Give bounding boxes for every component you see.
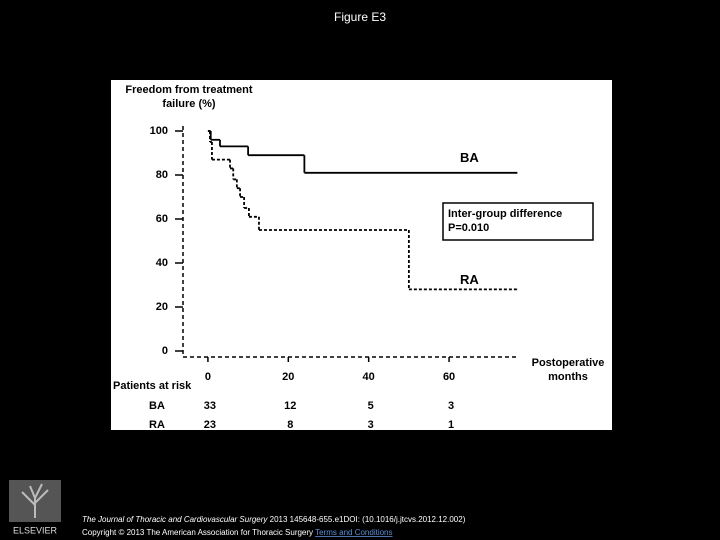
risk-count: 3 <box>368 419 374 431</box>
y-tick-label: 100 <box>150 125 168 137</box>
series-label: BA <box>460 150 479 165</box>
x-tick-label: 0 <box>205 371 211 383</box>
risk-count: 3 <box>448 400 454 412</box>
journal: The Journal of Thoracic and Cardiovascul… <box>82 515 268 524</box>
y-tick-label: 20 <box>156 301 168 313</box>
y-axis-label: Freedom from treatment failure (%) <box>125 84 253 110</box>
risk-table-title: Patients at risk <box>113 380 192 392</box>
risk-count: 1 <box>448 419 454 431</box>
risk-count: 8 <box>287 419 293 431</box>
x-tick-label: 40 <box>363 371 375 383</box>
x-axis-label: Postoperative months <box>531 357 605 383</box>
risk-row-name: RA <box>149 419 165 431</box>
y-tick-label: 80 <box>156 169 168 181</box>
y-tick-label: 0 <box>162 345 168 357</box>
citation: The Journal of Thoracic and Cardiovascul… <box>82 515 466 524</box>
chart-panel <box>111 80 612 430</box>
risk-count: 5 <box>368 400 374 412</box>
publisher-name: ELSEVIER <box>13 525 58 535</box>
slide-title: Figure E3 <box>334 10 386 24</box>
risk-count: 12 <box>284 400 296 412</box>
citation-text: 2013 145648-655.e1DOI: (10.1016/j.jtcvs.… <box>270 515 466 524</box>
risk-count: 33 <box>204 400 216 412</box>
copyright-text: Copyright © 2013 The American Associatio… <box>82 528 313 537</box>
y-tick-label: 60 <box>156 213 168 225</box>
risk-row-name: BA <box>149 400 165 412</box>
x-tick-label: 20 <box>282 371 294 383</box>
series-label: RA <box>460 272 479 287</box>
terms-link[interactable]: Terms and Conditions <box>315 528 392 537</box>
y-tick-label: 40 <box>156 257 168 269</box>
x-tick-label: 60 <box>443 371 455 383</box>
copyright: Copyright © 2013 The American Associatio… <box>82 528 393 537</box>
risk-count: 23 <box>204 419 216 431</box>
annotation-box <box>442 202 594 241</box>
publisher-logo: ELSEVIER <box>9 480 61 535</box>
annotation: Inter-group difference P=0.010 <box>448 208 563 234</box>
